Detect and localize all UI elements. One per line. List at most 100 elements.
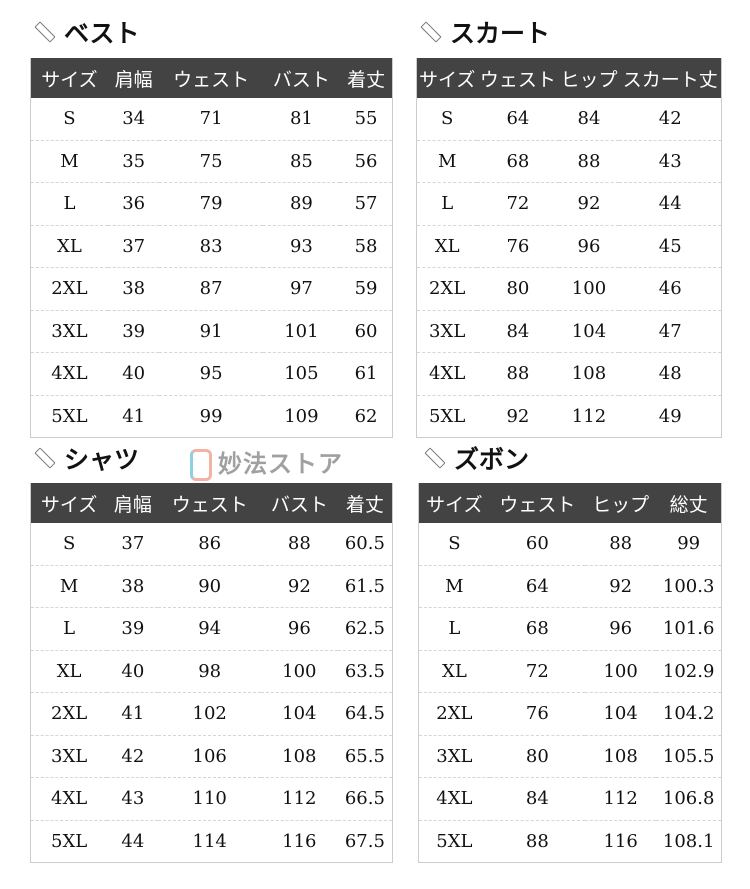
table-cell: 40 bbox=[107, 650, 159, 693]
table-cell: 61.5 bbox=[337, 565, 393, 608]
table-cell: 72 bbox=[489, 650, 585, 693]
watermark: 妙法ストア bbox=[190, 444, 343, 481]
table-row: 4XL 84 112 106.8 bbox=[418, 777, 722, 821]
table-cell: 88 bbox=[558, 140, 620, 183]
table-cell: 108 bbox=[584, 735, 657, 778]
header-row: サイズ ウェスト ヒップ スカート丈 bbox=[416, 58, 722, 98]
table-row: XL 40 98 100 63.5 bbox=[30, 650, 393, 693]
table-cell: 90 bbox=[158, 565, 261, 608]
table-cell: 112 bbox=[584, 777, 657, 821]
size-table: サイズ 肩幅 ウェスト バスト 着丈 S 34 71 81 55 M 35 75 85 56 L 36 79 89 5… bbox=[30, 58, 393, 438]
table-row: 3XL 42 106 108 65.5 bbox=[30, 735, 393, 778]
table-row: M 64 92 100.3 bbox=[418, 565, 722, 608]
section-title-text: スカート bbox=[450, 19, 551, 48]
table-cell: 92 bbox=[584, 565, 657, 608]
table-cell: 94 bbox=[158, 607, 261, 651]
table-cell: 101 bbox=[262, 310, 341, 353]
table-cell: 100 bbox=[584, 650, 657, 693]
pencil-icon bbox=[420, 21, 442, 43]
table-cell: 64 bbox=[489, 565, 585, 608]
table-cell: 109 bbox=[284, 405, 319, 427]
table-row: 2XL 38 87 97 59 bbox=[30, 267, 393, 311]
table-cell: 34 bbox=[107, 98, 160, 141]
table-cell: 102.9 bbox=[656, 650, 722, 693]
pencil-icon bbox=[34, 447, 56, 469]
table-cell: 5XL bbox=[436, 830, 473, 852]
table-cell: 62.5 bbox=[337, 607, 393, 651]
table-cell: 92 bbox=[558, 182, 620, 226]
column-header: スカート丈 bbox=[619, 58, 722, 98]
table-cell: 112 bbox=[260, 777, 338, 821]
column-header: ウェスト bbox=[489, 483, 585, 523]
table-row: 5XL 88 116 108.1 bbox=[419, 820, 722, 863]
table-cell: M bbox=[418, 565, 490, 608]
table-cell: 63.5 bbox=[337, 650, 393, 693]
table-cell: M bbox=[416, 140, 478, 183]
table-cell: 42 bbox=[107, 735, 159, 778]
table-row: 2XL 76 104 104.2 bbox=[418, 692, 722, 736]
table-cell: 96 bbox=[558, 225, 620, 268]
table-cell: 44 bbox=[619, 182, 722, 226]
table-cell: L bbox=[30, 607, 108, 651]
column-header: 総丈 bbox=[656, 483, 722, 523]
table-cell: 38 bbox=[107, 565, 159, 608]
table-cell: 116 bbox=[282, 830, 317, 852]
table-cell: 106 bbox=[158, 735, 261, 778]
table-cell: 57 bbox=[340, 182, 393, 226]
table-cell: 62 bbox=[354, 405, 378, 427]
table-cell: 67.5 bbox=[344, 830, 385, 852]
table-row: 5XL 92 112 49 bbox=[417, 395, 722, 438]
table-cell: S bbox=[416, 98, 478, 141]
table-cell: 72 bbox=[477, 182, 559, 226]
column-header: バスト bbox=[262, 58, 341, 98]
table-cell: 4XL bbox=[416, 352, 478, 396]
column-header: ウェスト bbox=[477, 58, 559, 98]
header-row: サイズ 肩幅 ウェスト バスト 着丈 bbox=[30, 58, 393, 98]
table-cell: M bbox=[30, 565, 108, 608]
table-cell: 60 bbox=[489, 523, 585, 566]
table-cell: 100.3 bbox=[656, 565, 722, 608]
table-cell: 48 bbox=[619, 352, 722, 396]
table-cell: 42 bbox=[619, 98, 722, 141]
table-cell: 39 bbox=[107, 607, 159, 651]
table-cell: 5XL bbox=[51, 405, 88, 427]
table-cell: 76 bbox=[489, 692, 585, 736]
table-cell: 2XL bbox=[418, 692, 490, 736]
table-row: L 72 92 44 bbox=[416, 182, 722, 226]
column-header: 肩幅 bbox=[107, 58, 160, 98]
table-cell: 91 bbox=[159, 310, 263, 353]
table-cell: 96 bbox=[584, 607, 657, 651]
table-cell: 68 bbox=[477, 140, 559, 183]
table-row: L 68 96 101.6 bbox=[418, 607, 722, 651]
table-row: 4XL 88 108 48 bbox=[416, 352, 722, 396]
table-cell: 3XL bbox=[30, 310, 108, 353]
watermark-text: 妙法ストア bbox=[218, 450, 343, 478]
table-cell: 97 bbox=[262, 267, 341, 311]
table-cell: 92 bbox=[506, 405, 530, 427]
pencil-icon bbox=[34, 21, 56, 43]
table-cell: 38 bbox=[107, 267, 160, 311]
table-cell: 60.5 bbox=[337, 523, 393, 566]
table-cell: 93 bbox=[262, 225, 341, 268]
table-cell: 99 bbox=[656, 523, 722, 566]
table-row: 2XL 80 100 46 bbox=[416, 267, 722, 311]
table-cell: 84 bbox=[477, 310, 559, 353]
table-row: L 39 94 96 62.5 bbox=[30, 607, 393, 651]
table-cell: 75 bbox=[159, 140, 263, 183]
column-header: ウェスト bbox=[158, 483, 261, 523]
table-cell: 66.5 bbox=[337, 777, 393, 821]
column-header: サイズ bbox=[416, 58, 478, 98]
table-cell: 104 bbox=[584, 692, 657, 736]
table-cell: 105 bbox=[262, 352, 341, 396]
size-table: サイズ ウェスト ヒップ スカート丈 S 64 84 42 M 68 88 43 L 72 92 44 XL 76… bbox=[416, 58, 722, 438]
table-cell: 86 bbox=[158, 523, 261, 566]
table-cell: 92 bbox=[260, 565, 338, 608]
table-cell: 2XL bbox=[416, 267, 478, 311]
table-cell: 83 bbox=[159, 225, 263, 268]
column-header: 着丈 bbox=[340, 58, 393, 98]
table-cell: 88 bbox=[584, 523, 657, 566]
size-table: サイズ 肩幅 ウェスト バスト 着丈 S 37 86 88 60.5 M 38 90 92 61.5 L 39 9… bbox=[30, 483, 393, 863]
table-cell: 49 bbox=[658, 405, 682, 427]
table-row: S 37 86 88 60.5 bbox=[30, 523, 393, 566]
column-header: 着丈 bbox=[337, 483, 393, 523]
